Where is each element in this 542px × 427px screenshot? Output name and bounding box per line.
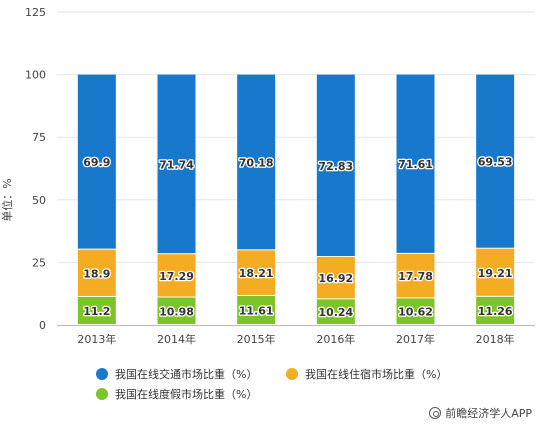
data-label-transport: 71.74: [159, 158, 194, 171]
legend-marker-lodging: [286, 368, 298, 380]
legend-item-transport: 我国在线交通市场比重（%）: [96, 366, 257, 382]
data-label-transport: 69.9: [83, 156, 110, 169]
bar-vacation: [476, 296, 515, 324]
data-label-lodging: 16.92: [318, 272, 353, 285]
y-tick-label: 25: [32, 256, 46, 269]
bar-transport: [316, 74, 355, 256]
at-icon: [429, 407, 442, 419]
data-label-transport: 72.83: [318, 160, 353, 173]
bar-lodging: [476, 248, 515, 296]
bar-lodging: [157, 254, 196, 297]
data-label-lodging: 17.78: [398, 270, 433, 283]
data-label-vacation: 10.62: [398, 306, 433, 319]
bar-transport: [396, 74, 435, 253]
legend-marker-transport: [96, 368, 108, 380]
data-label-lodging: 18.9: [83, 267, 110, 280]
legend-item-lodging: 我国在线住宿市场比重（%）: [286, 366, 447, 382]
data-label-transport: 69.53: [478, 156, 513, 169]
data-label-lodging: 19.21: [478, 267, 513, 280]
bar-lodging: [77, 249, 116, 296]
data-label-vacation: 10.24: [318, 306, 353, 319]
gridlines: [57, 11, 535, 263]
bar-lodging: [396, 253, 435, 298]
legend-marker-vacation: [96, 388, 108, 400]
legend-item-vacation: 我国在线度假市场比重（%）: [96, 386, 257, 402]
data-label-lodging: 17.29: [159, 270, 194, 283]
source-credit: 前瞻经济学人APP: [429, 405, 532, 421]
bar-vacation: [396, 298, 435, 324]
data-label-vacation: 11.61: [239, 304, 274, 317]
y-tick-label: 75: [32, 131, 46, 144]
bar-transport: [476, 74, 515, 248]
bar-lodging: [316, 256, 355, 299]
y-axis-ticks: 0 25 50 75 100 125: [25, 6, 46, 332]
bar-vacation: [237, 295, 276, 324]
data-labels: 11.2 18.9 69.9 10.98 17.29 71.74 11.61 18.21 70.…: [82, 154, 514, 320]
data-label-vacation: 11.2: [83, 305, 110, 318]
bar-transport: [157, 74, 196, 254]
legend-label-vacation: 我国在线度假市场比重（%）: [115, 388, 258, 401]
bar-vacation: [316, 299, 355, 324]
y-tick-label: 50: [32, 194, 46, 207]
legend-label-transport: 我国在线交通市场比重（%）: [115, 368, 258, 381]
y-tick-label: 0: [39, 319, 46, 332]
x-tick-label: 2018年: [476, 332, 515, 346]
source-text: 前瞻经济学人APP: [445, 407, 532, 420]
x-axis-ticks: 2013年 2014年 2015年 2016年 2017年 2018年: [77, 332, 514, 346]
chart: 0 25 50 75 100 125 单位：% 11.2 18.9 69.9 10.98 17.2…: [0, 6, 535, 346]
bar-lodging: [237, 250, 276, 295]
bar-vacation: [157, 297, 196, 324]
data-label-lodging: 18.21: [239, 267, 274, 280]
x-tick-label: 2017年: [396, 332, 435, 346]
x-tick-label: 2015年: [237, 332, 276, 346]
y-tick-label: 100: [25, 69, 46, 82]
bars: [77, 74, 515, 324]
legend-label-lodging: 我国在线住宿市场比重（%）: [305, 368, 448, 381]
bar-transport: [77, 74, 116, 249]
bar-vacation: [77, 296, 116, 324]
data-label-transport: 70.18: [239, 156, 274, 169]
data-label-vacation: 11.26: [478, 305, 513, 318]
x-tick-label: 2016年: [316, 332, 355, 346]
y-tick-label: 125: [25, 6, 46, 19]
data-label-vacation: 10.98: [159, 305, 194, 318]
data-label-transport: 71.61: [398, 158, 433, 171]
x-tick-label: 2013年: [77, 332, 116, 346]
bar-transport: [237, 74, 276, 250]
x-tick-label: 2014年: [157, 332, 196, 346]
y-axis-label: 单位：%: [0, 178, 14, 221]
